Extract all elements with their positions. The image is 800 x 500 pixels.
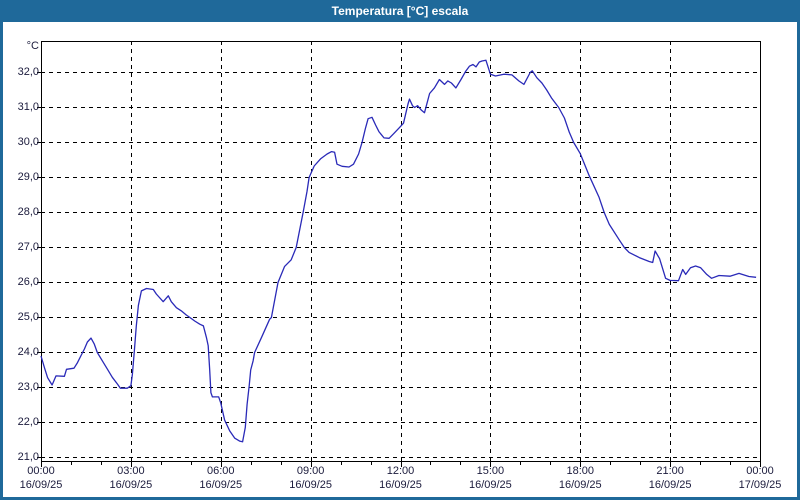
x-tick-date: 16/09/25 <box>19 479 63 491</box>
y-axis-tick-label: 28,0 <box>17 205 39 218</box>
x-tick-date: 16/09/25 <box>109 479 153 491</box>
x-tick-date: 16/09/25 <box>199 479 243 491</box>
y-axis-tick-label: 26,0 <box>17 275 39 288</box>
grid-lines <box>41 41 760 461</box>
x-axis-tick-label: 12:00 16/09/25 <box>369 464 433 492</box>
x-tick-date: 17/09/25 <box>738 479 782 491</box>
y-axis-tick-label: 31,0 <box>17 100 39 113</box>
x-tick-time: 12:00 <box>386 465 415 477</box>
x-tick-time: 00:00 <box>746 465 774 477</box>
x-tick-time: 06:00 <box>206 465 235 477</box>
x-axis-tick-label: 00:00 16/09/25 <box>9 464 73 492</box>
x-tick-time: 18:00 <box>566 465 595 477</box>
y-axis-tick-label: 23,0 <box>17 380 39 393</box>
y-axis-tick-label: 24,0 <box>17 345 39 358</box>
x-axis-tick-label: 09:00 16/09/25 <box>279 464 343 492</box>
x-tick-time: 09:00 <box>296 465 325 477</box>
y-axis-tick-label: 29,0 <box>17 170 39 183</box>
x-tick-time: 15:00 <box>476 465 505 477</box>
y-axis-tick-label: 21,0 <box>17 450 39 463</box>
x-axis-tick-label: 06:00 16/09/25 <box>189 464 253 492</box>
temperature-chart <box>37 41 761 467</box>
chart-area: °C 32,0 31,0 30,0 29,0 28,0 27,0 26,0 25,0 24,0 23… <box>3 22 797 497</box>
x-axis-tick-label: 00:00 17/09/25 <box>728 464 792 492</box>
x-axis-tick-label: 03:00 16/09/25 <box>99 464 163 492</box>
x-tick-date: 16/09/25 <box>379 479 422 491</box>
y-axis-tick-label: 22,0 <box>17 415 39 428</box>
x-tick-time: 03:00 <box>117 465 145 477</box>
axis-ticks <box>37 72 761 467</box>
x-axis-tick-label: 18:00 16/09/25 <box>548 464 612 492</box>
x-axis-tick-label: 15:00 16/09/25 <box>458 464 522 492</box>
plot-border <box>41 41 761 462</box>
temperature-series-line <box>40 59 757 443</box>
y-axis-tick-label: 27,0 <box>17 240 39 253</box>
x-axis-tick-label: 21:00 16/09/25 <box>638 464 702 492</box>
x-tick-date: 16/09/25 <box>289 479 333 491</box>
x-tick-time: 00:00 <box>27 465 55 477</box>
y-axis-tick-label: 25,0 <box>17 310 39 323</box>
x-tick-date: 16/09/25 <box>468 479 512 491</box>
title-bar: Temperatura [°C] escala <box>0 0 800 22</box>
y-axis-tick-label: 30,0 <box>17 135 39 148</box>
window-title: Temperatura [°C] escala <box>331 4 469 18</box>
x-tick-date: 16/09/25 <box>648 479 692 491</box>
y-axis-tick-label: 32,0 <box>17 65 39 78</box>
x-tick-time: 21:00 <box>656 465 684 477</box>
y-axis-unit-label: °C <box>26 40 39 52</box>
x-tick-date: 16/09/25 <box>558 479 602 491</box>
